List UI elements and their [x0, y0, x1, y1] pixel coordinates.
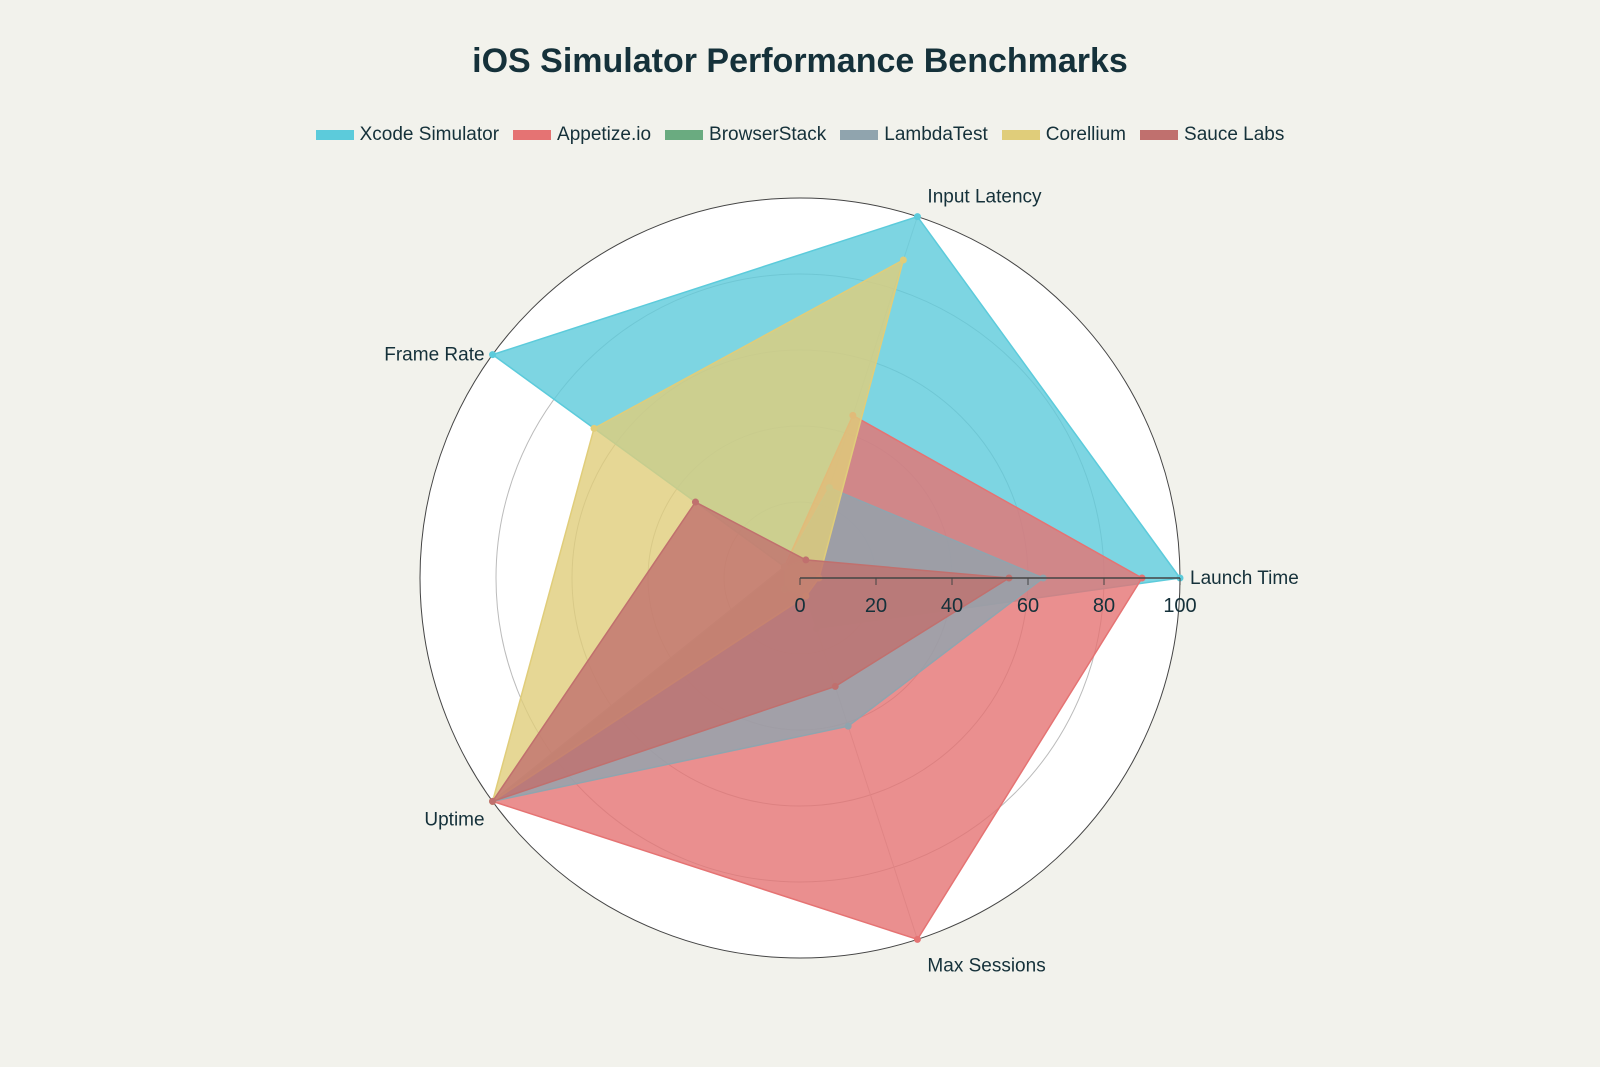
legend-label: Sauce Labs: [1184, 124, 1285, 145]
legend-label: Appetize.io: [557, 124, 652, 145]
radial-tick-label: 100: [1163, 595, 1196, 617]
legend-item[interactable]: Sauce Labs: [1140, 124, 1284, 146]
legend-item[interactable]: LambdaTest: [840, 124, 988, 146]
legend-label: Xcode Simulator: [359, 124, 500, 145]
radial-tick-label: 60: [1017, 595, 1039, 617]
data-point: [913, 935, 921, 943]
legend-swatch-icon: [1140, 130, 1179, 140]
legend-swatch-icon: [315, 130, 354, 140]
data-point: [844, 722, 852, 730]
data-point: [802, 556, 810, 564]
axis-label: Uptime: [424, 809, 484, 830]
data-point: [899, 256, 907, 264]
legend-label: BrowserStack: [709, 124, 827, 145]
data-point: [489, 797, 497, 805]
data-point: [489, 351, 497, 359]
axis-label: Launch Time: [1190, 568, 1299, 589]
radial-tick-label: 80: [1093, 595, 1115, 617]
legend-swatch-icon: [840, 130, 879, 140]
data-point: [913, 213, 921, 221]
series-area-5: [490, 501, 1012, 803]
legend-swatch-icon: [513, 130, 552, 140]
axis-label: Input Latency: [927, 187, 1042, 208]
radial-tick-label: 40: [941, 595, 963, 617]
legend-swatch-icon: [1001, 130, 1040, 140]
legend-item[interactable]: Appetize.io: [513, 124, 651, 146]
legend: Xcode Simulator Appetize.io BrowserStack La…: [0, 124, 1600, 146]
radial-tick-label: 20: [865, 595, 887, 617]
legend-label: LambdaTest: [884, 124, 988, 145]
legend-item[interactable]: Xcode Simulator: [315, 124, 500, 146]
data-point: [590, 424, 598, 432]
axis-label: Frame Rate: [384, 345, 484, 366]
legend-swatch-icon: [665, 130, 704, 140]
radial-tick-label: 0: [794, 595, 805, 617]
legend-item[interactable]: Corellium: [1001, 124, 1127, 146]
data-point: [691, 498, 699, 506]
data-point: [831, 682, 839, 690]
legend-item[interactable]: BrowserStack: [665, 124, 826, 146]
legend-label: Corellium: [1045, 124, 1127, 145]
chart-title: iOS Simulator Performance Benchmarks: [472, 42, 1128, 80]
axis-label: Max Sessions: [927, 955, 1045, 976]
